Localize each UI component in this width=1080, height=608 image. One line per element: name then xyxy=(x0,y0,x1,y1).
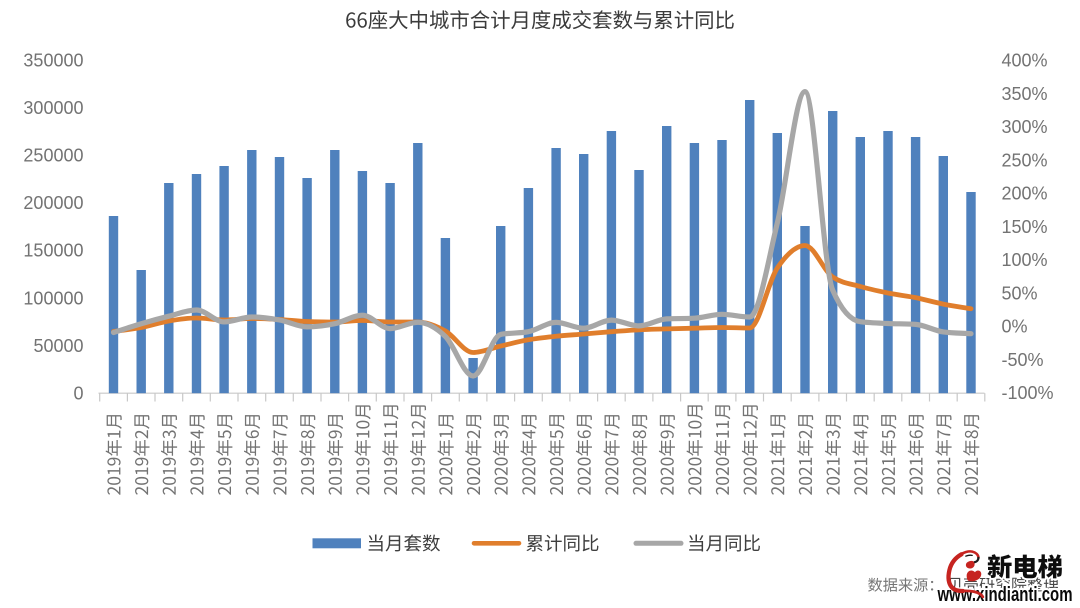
svg-text:200%: 200% xyxy=(1002,184,1048,204)
svg-text:50%: 50% xyxy=(1002,283,1038,303)
svg-text:0: 0 xyxy=(73,383,83,403)
svg-text:400%: 400% xyxy=(1002,51,1048,71)
svg-text:150000: 150000 xyxy=(23,241,83,261)
svg-text:300%: 300% xyxy=(1002,117,1048,137)
svg-text:100%: 100% xyxy=(1002,250,1048,270)
svg-text:300000: 300000 xyxy=(23,98,83,118)
svg-text:-100%: -100% xyxy=(1002,383,1054,403)
svg-text:-50%: -50% xyxy=(1002,350,1044,370)
svg-text:50000: 50000 xyxy=(33,336,83,356)
svg-text:250%: 250% xyxy=(1002,150,1048,170)
svg-text:100000: 100000 xyxy=(23,288,83,308)
svg-text:250000: 250000 xyxy=(23,146,83,166)
svg-text:200000: 200000 xyxy=(23,193,83,213)
svg-text:0%: 0% xyxy=(1002,317,1028,337)
svg-text:150%: 150% xyxy=(1002,217,1048,237)
svg-text:350%: 350% xyxy=(1002,84,1048,104)
svg-text:www.xindianti.com: www.xindianti.com xyxy=(937,583,1073,606)
svg-text:350000: 350000 xyxy=(23,51,83,71)
